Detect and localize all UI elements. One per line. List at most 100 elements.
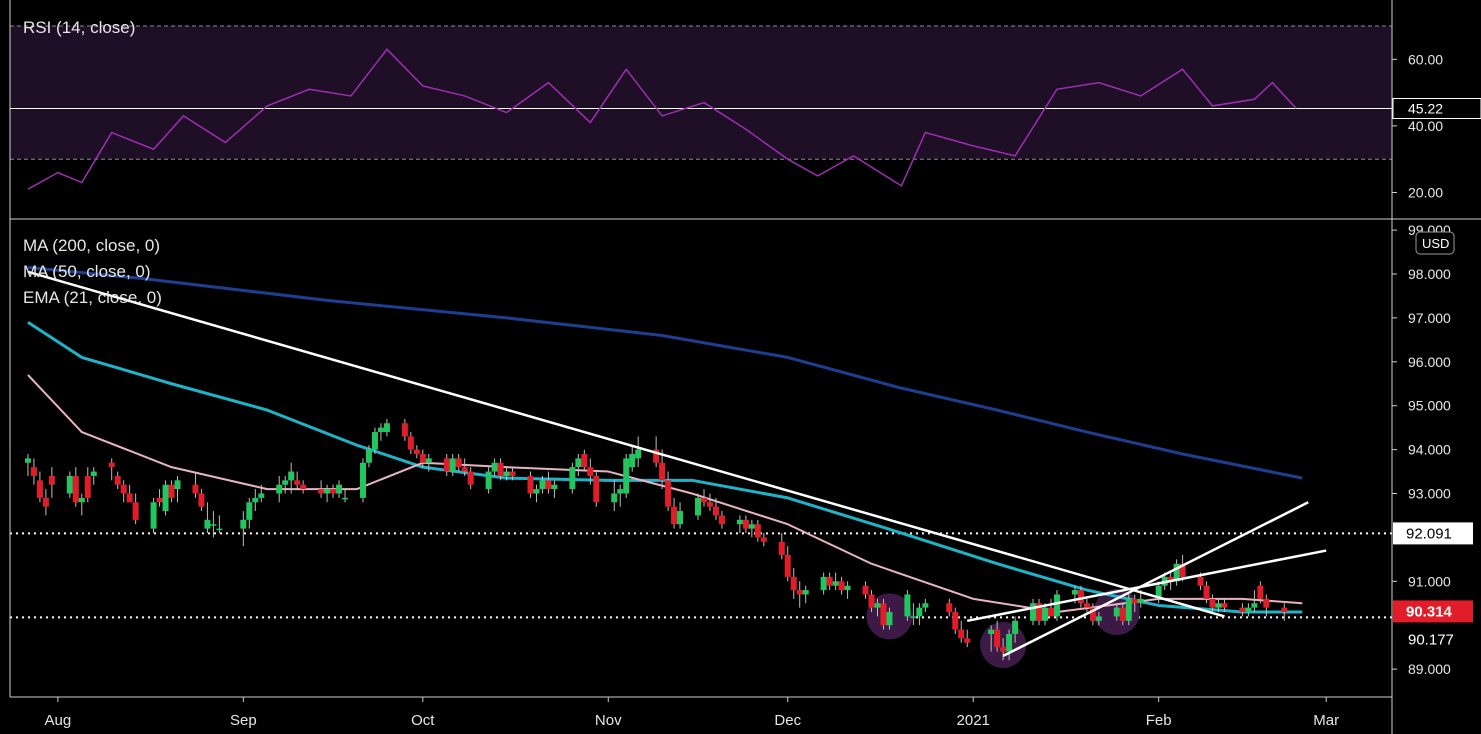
candle-body <box>359 462 366 498</box>
candle-body <box>922 603 929 608</box>
candle-body <box>156 497 163 503</box>
candle-body <box>276 484 283 494</box>
x-tick-label: Sep <box>230 712 257 729</box>
candle-body <box>108 462 115 468</box>
x-tick-label: Nov <box>595 712 622 729</box>
candle-body <box>581 453 588 468</box>
candle-body <box>377 427 384 433</box>
candle-body <box>1239 607 1246 613</box>
candle-body <box>330 489 337 494</box>
candle-body <box>24 458 31 463</box>
rsi-value-badge <box>1392 98 1481 120</box>
candle-body <box>467 471 474 485</box>
candle-body <box>78 497 85 503</box>
x-tick-label: Feb <box>1146 712 1172 729</box>
candle-body <box>796 590 803 595</box>
x-tick-label: Mar <box>1313 712 1339 729</box>
candle-body <box>342 497 349 500</box>
candle-body <box>790 576 797 591</box>
x-tick-label: Aug <box>45 712 72 729</box>
rsi-tick-label: 60.00 <box>1408 51 1443 67</box>
candle-body <box>569 467 576 490</box>
candle-body <box>1095 616 1102 621</box>
rsi-line <box>27 48 1297 190</box>
candle-body <box>1119 607 1126 621</box>
candle-body <box>587 467 594 476</box>
candle-body <box>174 480 181 490</box>
candle-body <box>695 497 702 516</box>
candle-body <box>838 581 845 591</box>
candle-body <box>551 484 558 490</box>
candle-body <box>1047 607 1054 617</box>
candle-body <box>677 511 684 525</box>
trendline <box>27 270 1225 618</box>
candle-body <box>1179 563 1186 577</box>
candle-body <box>617 489 624 494</box>
candle-body <box>1221 603 1228 608</box>
candle-body <box>760 537 767 542</box>
candle-body <box>150 502 157 529</box>
candle-body <box>120 484 127 494</box>
candle-body <box>66 475 73 494</box>
candle-body <box>886 612 893 626</box>
candle-body <box>635 449 642 459</box>
candle-body <box>443 458 450 472</box>
rsi-tick-label: 40.00 <box>1408 118 1443 134</box>
candle-body <box>826 576 833 586</box>
candle-body <box>246 502 253 520</box>
candle-body <box>336 484 343 494</box>
candle-body <box>946 603 953 613</box>
candle-body <box>593 475 600 503</box>
candle-body <box>401 423 408 437</box>
candle-body <box>1113 607 1120 617</box>
candle-body <box>712 506 719 516</box>
candle-body <box>365 449 372 463</box>
candle-body <box>485 471 492 490</box>
candle-body <box>162 484 169 512</box>
legend-ma50: MA (50, close, 0) <box>23 262 151 281</box>
ma50-line <box>27 321 1303 614</box>
candle-body <box>192 484 199 494</box>
candle-body <box>742 519 749 529</box>
candle-body <box>449 458 456 472</box>
currency-badge-label: USD <box>1422 236 1449 251</box>
candle-body <box>497 462 504 476</box>
candle-body <box>623 458 630 494</box>
candle-body <box>419 453 426 463</box>
candle-body <box>1071 590 1078 595</box>
price-tick-label: 93.000 <box>1408 486 1451 502</box>
candle-body <box>491 462 498 472</box>
candle-body <box>653 449 660 463</box>
candle-body <box>706 502 713 507</box>
candle-body <box>1006 633 1013 652</box>
candle-body <box>1215 603 1222 608</box>
candle-body <box>198 493 205 507</box>
candle-body <box>371 432 378 450</box>
candle-body <box>832 581 839 586</box>
candle-body <box>1197 576 1204 586</box>
candle-body <box>383 423 390 433</box>
candle-body <box>282 480 289 485</box>
price-tick-label: 96.000 <box>1408 354 1451 370</box>
candle-body <box>1209 598 1216 608</box>
candle-body <box>1000 647 1007 652</box>
candle-body <box>1125 598 1132 621</box>
candle-body <box>874 603 881 608</box>
candle-body <box>48 475 55 485</box>
candle-body <box>748 524 755 529</box>
candle-body <box>862 585 869 595</box>
rsi-tick-label: 20.00 <box>1408 185 1443 201</box>
candle-body <box>665 480 672 507</box>
candle-body <box>240 519 247 529</box>
candle-body <box>1131 598 1138 604</box>
candle-body <box>36 480 43 498</box>
candle-body <box>425 458 432 463</box>
candle-body <box>659 462 666 481</box>
candle-body <box>258 493 265 498</box>
candle-body <box>90 471 97 476</box>
candle-body <box>1077 590 1084 604</box>
price-badge <box>1393 600 1473 623</box>
legend-ma200: MA (200, close, 0) <box>23 236 161 255</box>
candle-body <box>413 449 420 454</box>
rsi-panel <box>10 25 1392 190</box>
